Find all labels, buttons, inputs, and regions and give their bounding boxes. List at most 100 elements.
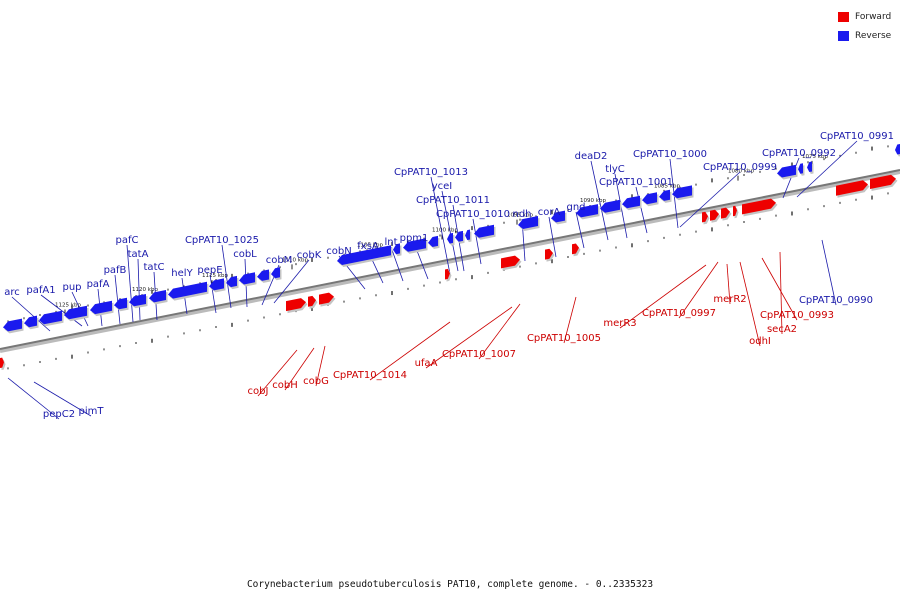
reverse-gene-arrow: [465, 229, 470, 241]
reverse-leader-line: [126, 244, 134, 323]
gene-features: [0, 144, 900, 370]
forward-gene-arrow: [721, 207, 730, 219]
reverse-gene-arrow: [659, 189, 670, 201]
forward-gene-arrow: [545, 248, 553, 260]
reverse-gene-arrow: [239, 272, 255, 285]
forward-leader-line: [425, 306, 513, 369]
scale-label: 1115 kbp: [202, 273, 228, 279]
forward-gene-label: odhI: [749, 336, 771, 347]
reverse-gene-label: CpPAT10_1011: [416, 195, 490, 206]
scale-label: 1090 kbp: [580, 198, 606, 204]
forward-gene-arrow: [836, 180, 868, 196]
reverse-gene-arrow: [807, 161, 812, 172]
reverse-gene-arrow: [337, 245, 391, 265]
forward-gene-label: cobH: [272, 380, 297, 391]
reverse-gene-arrow: [129, 294, 146, 307]
reverse-gene-label: corA: [538, 207, 561, 218]
reverse-leader-line: [548, 216, 557, 258]
legend-reverse-label: Reverse: [855, 31, 892, 41]
gene-labels: arc pafA1 pup pafA pafB pafC tatA tatC helY pepE C…: [4, 131, 894, 420]
reverse-gene-label: pafB: [104, 265, 127, 276]
reverse-gene-arrow: [24, 315, 37, 328]
reverse-leader-line: [796, 140, 858, 198]
reverse-gene-label: CpPAT10_1000: [633, 149, 707, 160]
forward-gene-arrow: [286, 298, 306, 312]
scale-label: 1075 kbp: [802, 154, 828, 160]
reverse-gene-label: cobM: [266, 255, 293, 266]
reverse-gene-arrow: [576, 204, 598, 218]
reverse-gene-label: CpPAT10_0990: [799, 295, 873, 306]
reverse-gene-arrow: [672, 185, 692, 199]
reverse-gene-arrow: [518, 216, 538, 229]
forward-gene-label: ufaA: [415, 358, 438, 369]
reverse-gene-arrow: [474, 224, 494, 238]
forward-gene-label: CpPAT10_1007: [442, 349, 516, 360]
forward-gene-arrow: [733, 205, 737, 217]
map-caption: Corynebacterium pseudotuberculosis PAT10…: [246, 579, 654, 590]
reverse-gene-arrow: [600, 199, 620, 213]
forward-gene-label: CpPAT10_1005: [527, 333, 601, 344]
forward-gene-arrow: [0, 357, 4, 368]
reverse-gene-label: CpPAT10_1010: [436, 209, 510, 220]
forward-gene-label: cobJ: [248, 386, 269, 397]
reverse-gene-label: pimT: [79, 406, 105, 417]
forward-leader-line: [739, 261, 761, 347]
reverse-gene-arrow: [271, 267, 280, 279]
reverse-leader-line: [209, 274, 217, 314]
reverse-leader-line: [40, 294, 83, 327]
forward-leader-line: [257, 349, 298, 397]
reverse-leader-line: [590, 160, 609, 241]
legend-forward-label: Forward: [855, 12, 892, 22]
reverse-gene-label: ppm1: [400, 233, 429, 244]
forward-leader-line: [678, 261, 719, 319]
reverse-gene-label: helY: [171, 268, 193, 279]
reverse-gene-arrow: [447, 232, 453, 244]
reverse-gene-arrow: [209, 278, 224, 291]
scale-label: 1120 kbp: [132, 287, 158, 293]
legend-reverse: Reverse: [838, 28, 891, 44]
reverse-gene-label: tatC: [144, 262, 165, 273]
reverse-leader-line: [441, 190, 459, 272]
forward-gene-arrow: [710, 209, 719, 221]
reverse-gene-label: ndh: [512, 209, 531, 220]
reverse-gene-arrow: [90, 300, 112, 315]
reverse-gene-arrow: [428, 235, 438, 247]
backbone-shadow: [0, 170, 900, 353]
forward-gene-label: secA2: [767, 324, 797, 335]
reverse-leader-line: [679, 171, 741, 228]
reverse-leader-line: [11, 296, 51, 332]
reverse-gene-label: cobK: [297, 250, 322, 261]
forward-gene-label: CpPAT10_1014: [333, 370, 407, 381]
forward-gene-arrow: [870, 174, 896, 189]
reverse-gene-arrow: [168, 281, 207, 299]
forward-gene-arrow: [572, 243, 579, 255]
forward-leader-line: [726, 263, 731, 305]
reverse-gene-label: pafA1: [26, 285, 55, 296]
reverse-gene-label: fxsA: [357, 241, 379, 252]
reverse-gene-arrow: [798, 163, 803, 174]
reverse-gene-label: tlyC: [605, 164, 625, 175]
legend: Forward Reverse: [838, 9, 891, 47]
reverse-gene-label: deaD2: [575, 151, 608, 162]
scale-label: 1080 kbp: [728, 169, 754, 175]
reverse-leader-line: [430, 176, 451, 275]
forward-gene-label: CpPAT10_0993: [760, 310, 834, 321]
reverse-gene-arrow: [895, 144, 900, 155]
forward-leader-line: [779, 251, 783, 335]
reverse-leader-line: [33, 381, 92, 417]
forward-leader-line: [284, 347, 315, 391]
genome-backbone: [0, 169, 900, 350]
reverse-leader-line: [821, 239, 837, 306]
reverse-gene-label: pup: [62, 282, 81, 293]
reverse-gene-label: pepC2: [43, 409, 75, 420]
reverse-leader-line: [273, 259, 310, 304]
reverse-gene-arrow: [622, 195, 640, 209]
forward-gene-arrow: [308, 295, 316, 307]
reverse-gene-arrow: [551, 210, 565, 223]
reverse-gene-arrow: [393, 243, 400, 255]
reverse-leader-line: [114, 274, 121, 325]
forward-leader-line: [315, 345, 326, 387]
scale-label: 1100 kbp: [432, 227, 458, 233]
reverse-gene-label: CpPAT10_0992: [762, 148, 836, 159]
